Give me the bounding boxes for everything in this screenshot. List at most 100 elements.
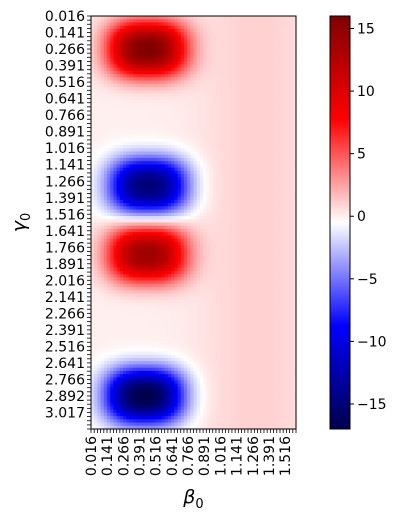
heatmap-cell	[199, 25, 204, 30]
heatmap-cell	[158, 125, 163, 130]
heatmap-cell	[97, 251, 102, 256]
heatmap-cell	[167, 96, 172, 101]
heatmap-cell	[97, 86, 102, 91]
heatmap-cell	[132, 57, 137, 62]
heatmap-cell	[279, 64, 284, 69]
heatmap-cell	[289, 177, 294, 182]
heatmap-cell	[123, 99, 127, 104]
heatmap-cell	[100, 161, 105, 166]
heatmap-cell	[238, 138, 243, 143]
heatmap-cell	[132, 99, 137, 104]
heatmap-cell	[151, 64, 156, 69]
heatmap-cell	[228, 190, 233, 195]
heatmap-cell	[180, 48, 185, 53]
heatmap-cell	[231, 90, 236, 95]
heatmap-cell	[164, 61, 169, 65]
heatmap-cell	[97, 161, 102, 166]
heatmap-cell	[142, 261, 147, 266]
heatmap-cell	[97, 57, 102, 62]
heatmap-cell	[174, 141, 179, 146]
heatmap-cell	[286, 206, 291, 211]
heatmap-cell	[228, 32, 233, 36]
heatmap-cell	[267, 257, 271, 262]
heatmap-cell	[177, 183, 182, 188]
heatmap-cell	[222, 190, 227, 195]
heatmap-cell	[267, 177, 271, 182]
heatmap-cell	[283, 70, 287, 75]
heatmap-cell	[116, 25, 121, 30]
heatmap-cell	[283, 86, 287, 91]
heatmap-cell	[263, 212, 268, 217]
heatmap-cell	[103, 61, 108, 65]
heatmap-cell	[193, 106, 198, 111]
heatmap-cell	[119, 138, 124, 143]
heatmap-cell	[171, 209, 175, 214]
heatmap-cell	[257, 32, 262, 36]
heatmap-cell	[126, 232, 131, 237]
heatmap-cell	[206, 119, 211, 124]
heatmap-cell	[199, 228, 204, 233]
heatmap-cell	[267, 264, 271, 269]
heatmap-cell	[164, 174, 169, 178]
heatmap-cell	[107, 264, 111, 269]
heatmap-cell	[145, 132, 150, 136]
heatmap-cell	[180, 83, 185, 88]
heatmap-cell	[139, 154, 143, 159]
heatmap-cell	[94, 41, 98, 46]
heatmap-cell	[110, 167, 115, 172]
heatmap-cell	[190, 193, 195, 198]
heatmap-cell	[219, 222, 223, 227]
heatmap-cell	[113, 41, 118, 46]
heatmap-cell	[203, 209, 207, 214]
heatmap-cell	[103, 232, 108, 237]
heatmap-cell	[158, 164, 163, 169]
heatmap-cell	[174, 122, 179, 127]
heatmap-cell	[193, 96, 198, 101]
heatmap-cell	[247, 35, 252, 40]
heatmap-cell	[260, 264, 265, 269]
heatmap-cell	[263, 209, 268, 214]
heatmap-cell	[286, 257, 291, 262]
heatmap-cell	[167, 196, 172, 201]
heatmap-cell	[183, 212, 188, 217]
heatmap-cell	[91, 45, 95, 49]
heatmap-cell	[158, 264, 163, 269]
heatmap-cell	[116, 54, 121, 59]
heatmap-cell	[260, 138, 265, 143]
heatmap-cell	[289, 206, 294, 211]
heatmap-cell	[206, 145, 211, 149]
heatmap-cell	[167, 61, 172, 65]
heatmap-cell	[126, 106, 131, 111]
heatmap-cell	[145, 64, 150, 69]
heatmap-cell	[107, 22, 111, 27]
heatmap-cell	[139, 257, 143, 262]
heatmap-cell	[148, 187, 153, 191]
heatmap-cell	[203, 203, 207, 207]
heatmap-cell	[126, 238, 131, 243]
heatmap-cell	[199, 61, 204, 65]
heatmap-cell	[132, 177, 137, 182]
heatmap-cell	[161, 96, 166, 101]
heatmap-cell	[132, 67, 137, 72]
heatmap-cell	[254, 199, 259, 204]
heatmap-cell	[199, 67, 204, 72]
heatmap-cell	[139, 32, 143, 36]
heatmap-cell	[199, 128, 204, 133]
heatmap-cell	[238, 170, 243, 175]
heatmap-cell	[254, 96, 259, 101]
heatmap-cell	[100, 187, 105, 191]
heatmap-cell	[164, 109, 169, 114]
heatmap-cell	[97, 228, 102, 233]
heatmap-cell	[110, 235, 115, 240]
heatmap-cell	[158, 61, 163, 65]
heatmap-cell	[196, 225, 201, 230]
heatmap-cell	[251, 41, 255, 46]
heatmap-cell	[132, 96, 137, 101]
heatmap-cell	[177, 125, 182, 130]
heatmap-cell	[260, 167, 265, 172]
heatmap-cell	[100, 99, 105, 104]
heatmap-cell	[244, 138, 249, 143]
heatmap-cell	[187, 109, 191, 114]
heatmap-cell	[215, 196, 220, 201]
heatmap-cell	[174, 125, 179, 130]
